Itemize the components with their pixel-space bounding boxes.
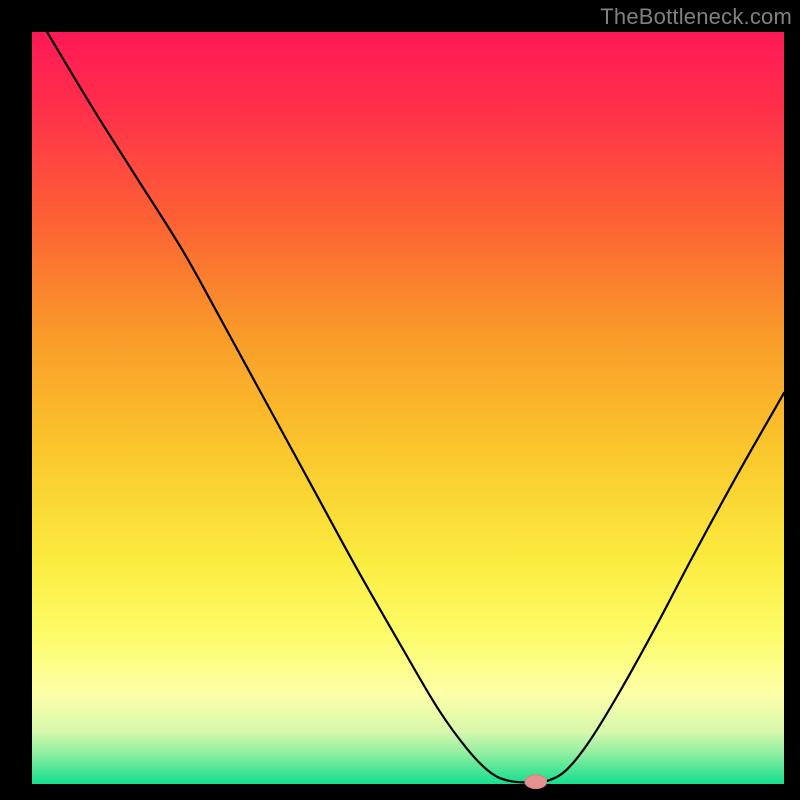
plot-background <box>32 32 784 784</box>
chart-frame: TheBottleneck.com <box>0 0 800 800</box>
attribution-text: TheBottleneck.com <box>600 4 792 30</box>
optimum-marker <box>525 775 547 789</box>
bottleneck-chart <box>0 0 800 800</box>
